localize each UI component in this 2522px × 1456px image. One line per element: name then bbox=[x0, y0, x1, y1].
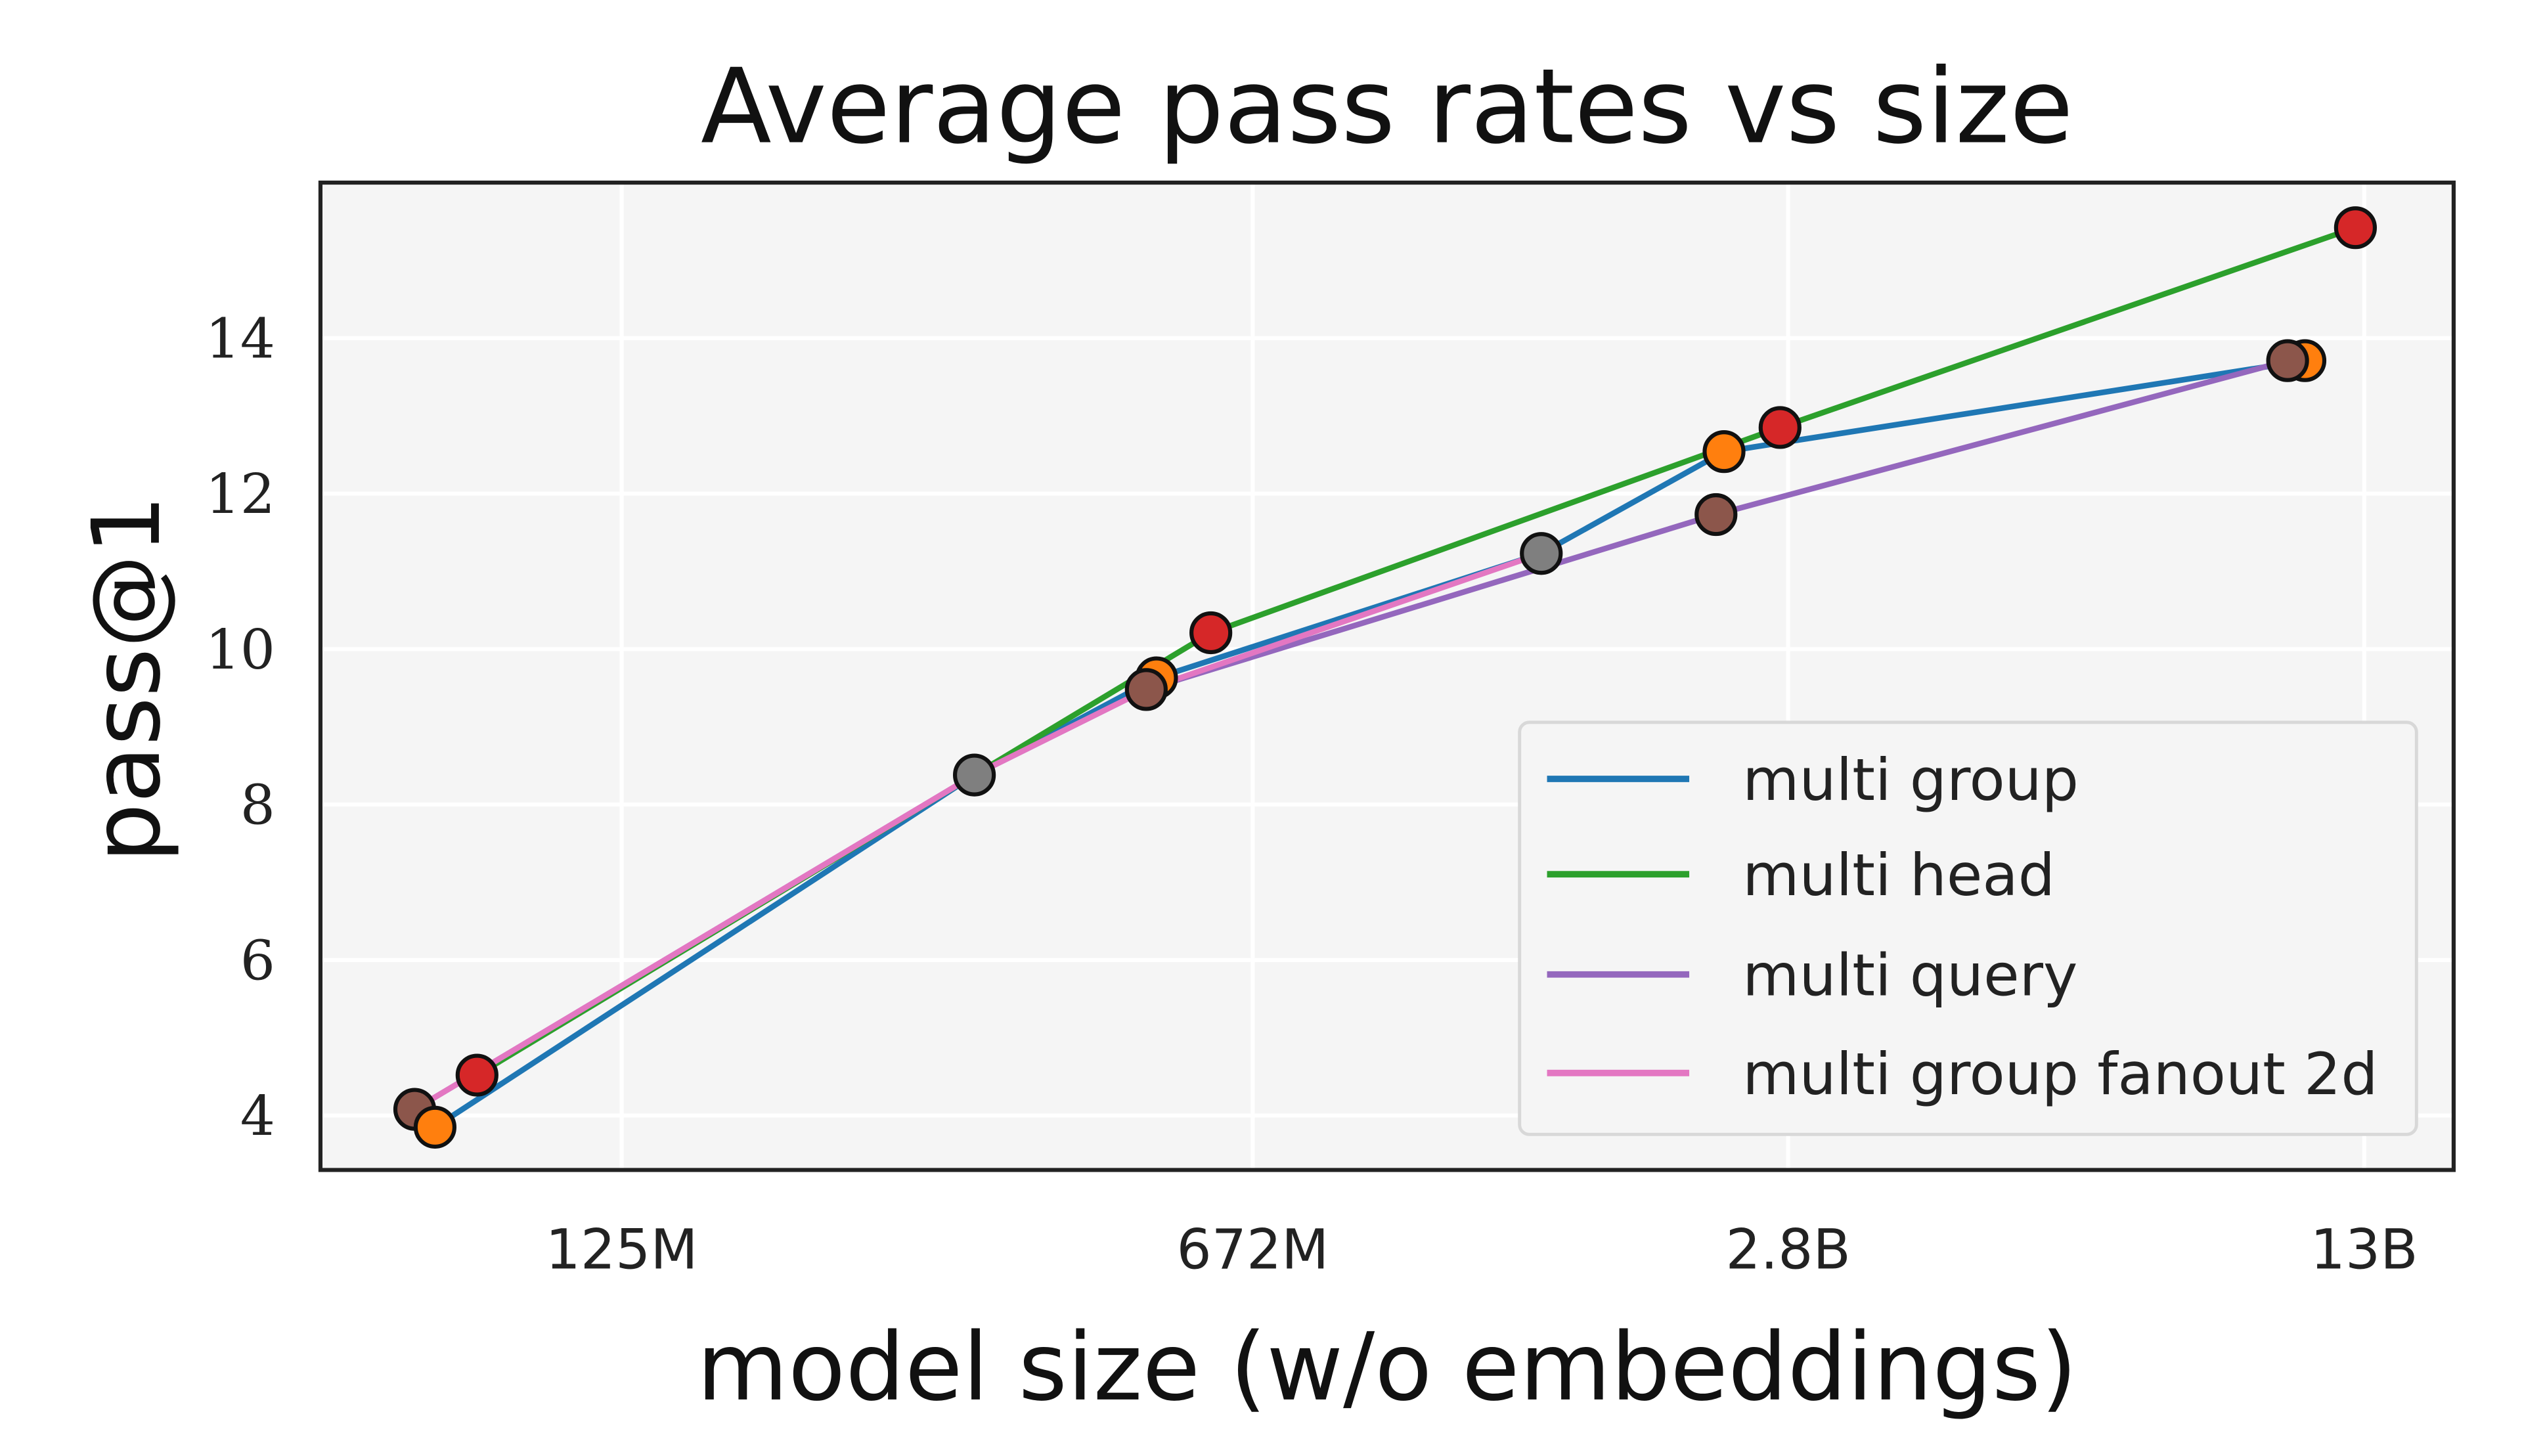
x-tick-label: 2.8B bbox=[1725, 1218, 1850, 1282]
y-tick-label: 10 bbox=[206, 617, 275, 682]
chart-title: Average pass rates vs size bbox=[701, 47, 2073, 167]
series-line-multi-group-fanout-2d bbox=[413, 550, 1543, 1112]
y-axis-ticks: 4 6 8 10 12 14 bbox=[206, 306, 275, 1148]
legend-label: multi group bbox=[1742, 746, 2079, 814]
legend-label: multi query bbox=[1742, 942, 2077, 1009]
data-point-marker bbox=[1520, 532, 1563, 575]
series-line-multi-group bbox=[433, 357, 2306, 1130]
y-axis-label: pass@1 bbox=[72, 495, 181, 862]
legend-box bbox=[1518, 720, 2418, 1136]
markers bbox=[393, 206, 2377, 1149]
y-tick-label: 6 bbox=[240, 928, 275, 992]
plot-frame bbox=[318, 180, 2456, 1172]
y-tick-label: 12 bbox=[206, 462, 275, 526]
x-tick-label: 672M bbox=[1177, 1218, 1329, 1282]
data-point-marker bbox=[1189, 611, 1233, 655]
data-point-marker bbox=[1694, 493, 1738, 537]
x-axis-ticks: 125M 672M 2.8B 13B bbox=[546, 1218, 2418, 1282]
x-tick-label: 125M bbox=[546, 1218, 698, 1282]
legend-label: multi head bbox=[1742, 841, 2055, 909]
y-tick-label: 14 bbox=[206, 306, 275, 370]
y-tick-label: 4 bbox=[240, 1084, 275, 1148]
x-axis-label: model size (w/o embeddings) bbox=[697, 1313, 2077, 1422]
data-point-marker bbox=[2334, 206, 2377, 250]
y-tick-label: 8 bbox=[240, 773, 275, 837]
legend-label: multi group fanout 2d bbox=[1742, 1040, 2378, 1108]
legend: multi group multi head multi query multi gr… bbox=[1518, 720, 2418, 1136]
x-tick-label: 13B bbox=[2311, 1218, 2418, 1282]
data-point-marker bbox=[1124, 668, 1168, 711]
data-point-marker bbox=[2266, 339, 2309, 382]
data-point-marker bbox=[952, 753, 996, 797]
data-point-marker bbox=[413, 1105, 456, 1149]
data-point-marker bbox=[1702, 430, 1746, 474]
data-point-marker bbox=[1758, 406, 1802, 449]
data-point-marker bbox=[455, 1053, 498, 1097]
